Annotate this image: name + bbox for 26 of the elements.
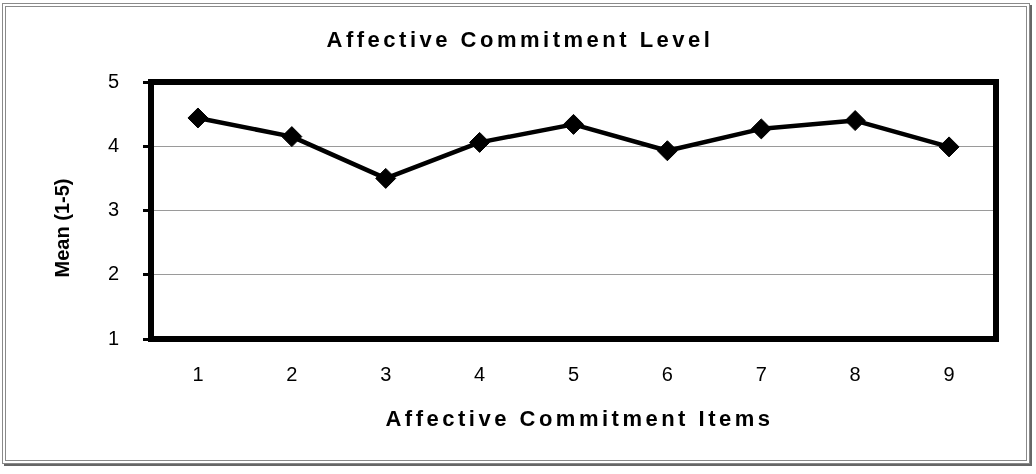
y-tick-label: 4	[107, 133, 119, 156]
x-tick-label: 8	[849, 362, 861, 385]
x-tick-label: 9	[943, 362, 955, 385]
point	[656, 140, 678, 162]
point	[375, 167, 397, 189]
point	[844, 110, 866, 132]
x-tick-label: 4	[474, 362, 486, 385]
point	[187, 107, 209, 129]
y-tick-label: 3	[107, 198, 119, 221]
x-tick-label: 6	[661, 362, 673, 385]
x-axis-title: Affective Commitment Items	[385, 406, 774, 432]
y-tick-label: 1	[107, 326, 119, 349]
point	[750, 118, 772, 140]
x-tick-label: 3	[380, 362, 392, 385]
x-tick-label: 5	[567, 362, 580, 385]
x-tick-label: 2	[286, 362, 298, 385]
y-axis-title: Mean (1-5)	[50, 178, 73, 278]
y-tick-label: 5	[107, 69, 119, 92]
point	[938, 136, 960, 158]
point	[469, 131, 491, 153]
x-tick-label: 7	[755, 362, 767, 385]
y-tick-label: 2	[107, 262, 119, 285]
point	[281, 126, 303, 148]
point	[563, 113, 584, 135]
chart-title: Affective Commitment Level	[326, 27, 714, 53]
x-tick-label: 1	[192, 362, 204, 385]
